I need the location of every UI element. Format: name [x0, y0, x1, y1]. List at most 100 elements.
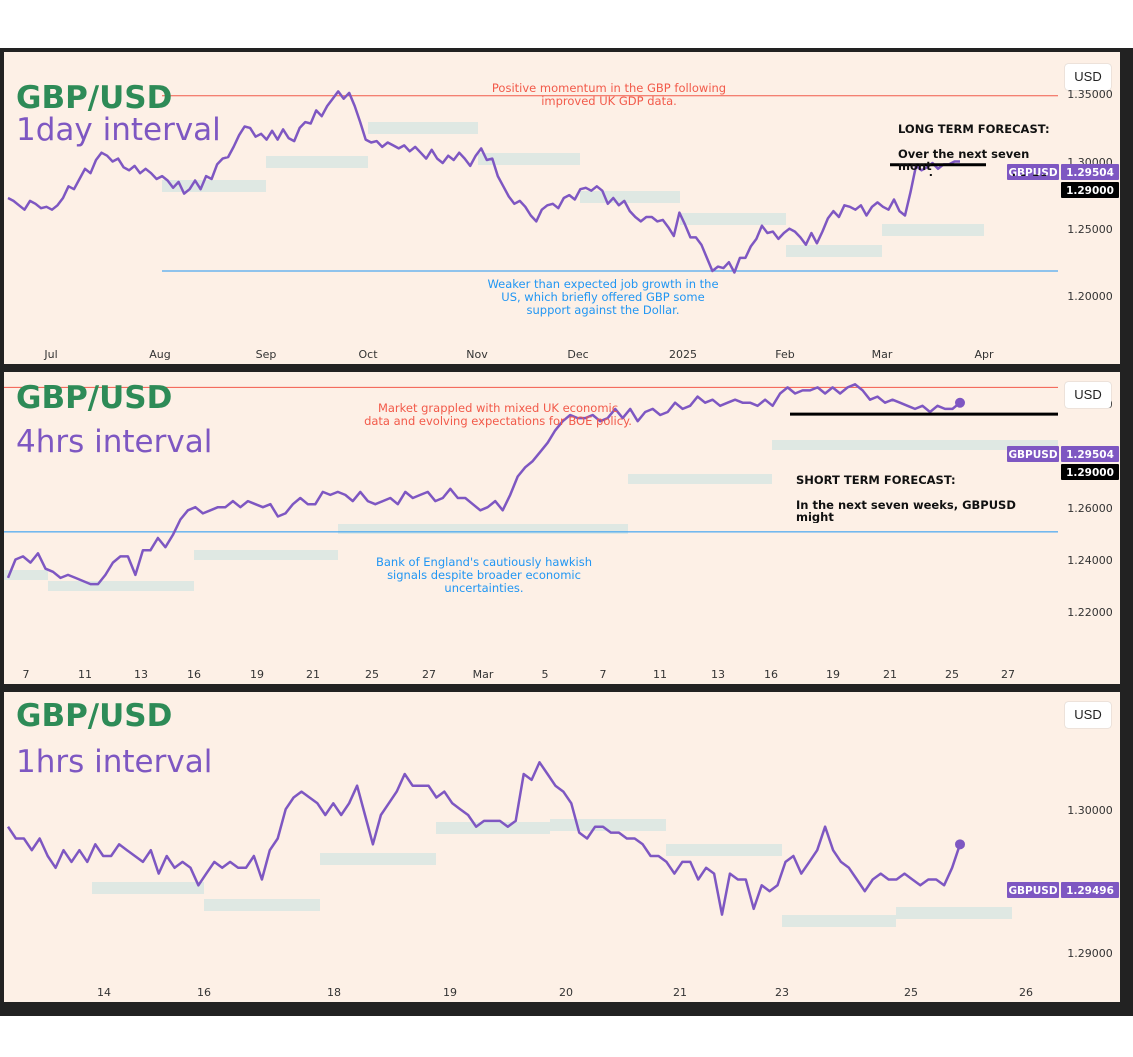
- panel-title: GBP/USD: [16, 380, 173, 416]
- x-tick-label: 16: [187, 668, 201, 681]
- price-zone: [786, 245, 882, 257]
- symbol-label: GBPUSD: [1008, 449, 1057, 461]
- target-price-label: 1.29000: [1066, 185, 1114, 197]
- x-tick-label: 16: [197, 986, 211, 999]
- x-tick-label: Apr: [974, 348, 994, 361]
- support-note: Weaker than expected job growth in the U…: [487, 277, 719, 317]
- price-zone: [4, 570, 48, 580]
- x-tick-label: 20: [559, 986, 573, 999]
- x-tick-label: 18: [327, 986, 341, 999]
- panel-title: GBP/USD: [16, 698, 173, 734]
- currency-button[interactable]: USD: [1065, 64, 1111, 90]
- x-tick-label: 25: [365, 668, 379, 681]
- price-zone: [666, 844, 782, 856]
- price-zone: [194, 550, 338, 560]
- x-tick-label: 25: [904, 986, 918, 999]
- price-badge: GBPUSD 1.29496: [1007, 882, 1119, 898]
- price-zone: [478, 153, 580, 165]
- one-hour-chart-panel: 1.30000 1.29000 14 16 18 19 20 21 23 25 26 GBPUSD 1.…: [4, 692, 1120, 1002]
- four-hour-chart-svg: 1.300001.280001.260001.240001.2200071113…: [4, 383, 1119, 681]
- x-tick-label: 27: [1001, 668, 1015, 681]
- x-tick-label: 7: [600, 668, 607, 681]
- last-price-label: 1.29504: [1066, 449, 1114, 461]
- x-tick-label: 26: [1019, 986, 1033, 999]
- x-tick-label: 11: [653, 668, 667, 681]
- y-tick-label: 1.25000: [1067, 223, 1113, 236]
- resistance-note: Market grappled with mixed UK economic d…: [364, 401, 632, 428]
- long-term-forecast: LONG TERM FORECAST: Over the next seven …: [898, 110, 1058, 176]
- x-tick-label: 23: [775, 986, 789, 999]
- x-tick-label: Mar: [872, 348, 893, 361]
- price-zone: [680, 213, 786, 225]
- price-zone: [882, 224, 984, 236]
- x-tick-label: Feb: [775, 348, 794, 361]
- forecast-body: In the next seven weeks, GBPUSD might te…: [796, 497, 1016, 523]
- panel-interval: 4hrs interval: [16, 424, 213, 460]
- price-zone: [204, 899, 320, 911]
- price-zone: [338, 524, 628, 534]
- x-tick-label: 27: [422, 668, 436, 681]
- x-tick-label: 16: [764, 668, 778, 681]
- price-zone: [436, 822, 550, 834]
- price-zone: [772, 440, 1058, 450]
- price-zone: [628, 474, 772, 484]
- last-price-dot: [955, 839, 965, 850]
- x-tick-label: 19: [826, 668, 840, 681]
- price-line: [6, 383, 961, 586]
- x-tick-label: 7: [23, 668, 30, 681]
- y-tick-label: 1.35000: [1067, 88, 1113, 101]
- currency-button[interactable]: USD: [1065, 702, 1111, 728]
- x-tick-label: 13: [711, 668, 725, 681]
- target-badge: 1.29000: [1061, 182, 1119, 198]
- y-tick-label: 1.29000: [1067, 947, 1113, 960]
- x-tick-label: 11: [78, 668, 92, 681]
- price-line: [7, 90, 960, 274]
- symbol-label: GBPUSD: [1008, 885, 1057, 897]
- y-tick-label: 1.20000: [1067, 290, 1113, 303]
- x-tick-label: Dec: [567, 348, 588, 361]
- x-tick-label: Mar: [473, 668, 494, 681]
- x-tick-label: Jul: [43, 348, 57, 361]
- currency-button[interactable]: USD: [1065, 382, 1111, 408]
- panel-title: GBP/USD: [16, 80, 173, 116]
- x-tick-label: 13: [134, 668, 148, 681]
- x-tick-label: 2025: [669, 348, 697, 361]
- target-badge: 1.29000: [1061, 464, 1119, 480]
- last-price-label: 1.29496: [1066, 885, 1114, 897]
- price-zone: [92, 882, 204, 894]
- one-hour-chart-svg: 1.30000 1.29000 14 16 18 19 20 21 23 25 26 GBPUSD 1.…: [6, 761, 1119, 999]
- price-badge: GBPUSD 1.29504: [1007, 164, 1119, 180]
- four-hour-chart-panel: 1.300001.280001.260001.240001.2200071113…: [4, 372, 1120, 684]
- x-tick-label: 21: [306, 668, 320, 681]
- price-zone: [320, 853, 436, 865]
- daily-chart-panel: 1.35000 1.30000 1.25000 1.20000 Jul Aug Sep Oct…: [4, 52, 1120, 364]
- last-price-label: 1.29504: [1066, 167, 1114, 179]
- y-tick-label: 1.30000: [1067, 804, 1113, 817]
- x-tick-label: Nov: [466, 348, 488, 361]
- x-tick-label: 5: [542, 668, 549, 681]
- price-zone: [48, 581, 194, 591]
- price-zone: [896, 907, 1012, 919]
- price-zone: [580, 191, 680, 203]
- symbol-label: GBPUSD: [1008, 167, 1057, 179]
- x-tick-label: 25: [945, 668, 959, 681]
- x-tick-label: 21: [883, 668, 897, 681]
- x-tick-label: Aug: [149, 348, 170, 361]
- price-zone: [266, 156, 368, 168]
- x-tick-label: 21: [673, 986, 687, 999]
- last-price-dot: [955, 397, 965, 408]
- x-tick-label: Oct: [358, 348, 378, 361]
- resistance-note: Positive momentum in the GBP following i…: [491, 81, 727, 108]
- price-zone: [368, 122, 478, 134]
- x-tick-label: 19: [443, 986, 457, 999]
- x-tick-label: 14: [97, 986, 111, 999]
- price-zone: [782, 915, 896, 927]
- target-price-label: 1.29000: [1066, 467, 1114, 479]
- price-badge: GBPUSD 1.29504: [1007, 446, 1119, 462]
- y-tick-label: 1.22000: [1067, 606, 1113, 619]
- short-term-forecast: SHORT TERM FORECAST: In the next seven w…: [796, 461, 1056, 523]
- support-note: Bank of England's cautiously hawkish sig…: [376, 555, 592, 595]
- chart-frame: 1.35000 1.30000 1.25000 1.20000 Jul Aug Sep Oct…: [0, 48, 1133, 1016]
- price-line: [6, 761, 962, 916]
